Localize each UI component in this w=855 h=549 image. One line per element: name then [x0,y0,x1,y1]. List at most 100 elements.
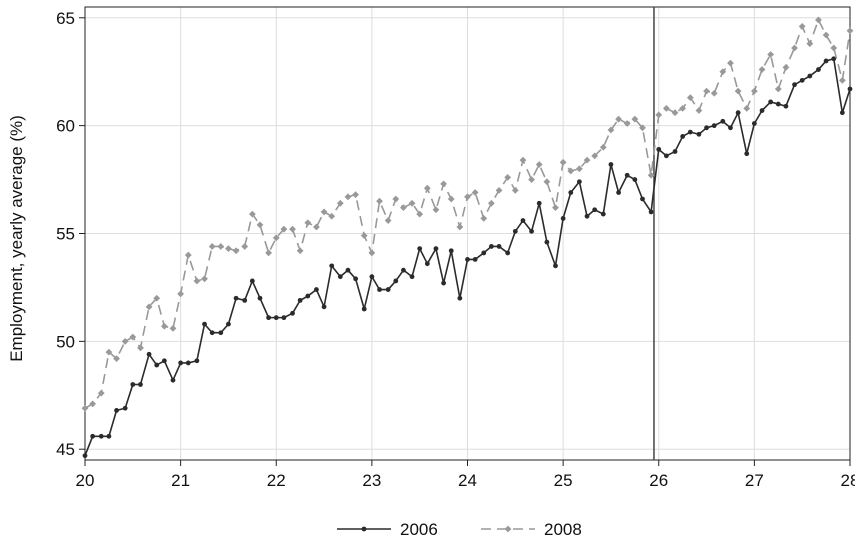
data-point [184,251,192,259]
data-point [846,27,854,35]
y-tick-label: 50 [56,332,75,351]
data-point [81,404,89,412]
data-point [226,321,231,327]
data-point [592,207,598,213]
data-point [225,245,232,252]
data-point [97,389,105,397]
data-point [838,76,846,84]
data-point [696,131,702,137]
data-point [703,87,710,95]
data-point [529,228,534,234]
data-point [489,244,494,249]
data-point [256,221,264,229]
data-point [806,40,814,48]
data-point [98,433,104,439]
data-point [656,146,662,152]
data-point [775,101,781,107]
data-point [488,199,495,207]
data-point [257,295,263,301]
data-point [361,306,367,312]
data-point [464,193,471,201]
data-point [664,153,669,159]
data-point [750,87,758,95]
data-point [160,322,168,330]
legend-marker [361,526,367,532]
x-tick-label: 22 [267,471,286,490]
data-point [352,191,360,199]
data-point [719,68,727,76]
data-point [138,382,143,387]
data-point [495,186,503,194]
data-point [169,325,177,332]
data-point [727,59,734,67]
data-point [289,225,296,233]
data-point [321,304,327,310]
data-point [728,125,733,131]
legend-label: 2008 [544,520,582,539]
data-point [121,337,129,345]
data-point [170,377,176,383]
data-point [233,295,239,301]
data-point [624,172,630,178]
x-tick-label: 21 [171,471,190,490]
data-point [249,278,255,284]
data-point [90,433,96,439]
data-point [720,118,726,124]
data-point [296,247,304,255]
data-point [393,278,399,284]
data-point [608,162,614,167]
data-point [816,67,821,72]
data-point [281,315,287,321]
data-point [615,115,622,123]
x-tick-label: 26 [649,471,668,490]
data-point [392,195,400,203]
y-axis-title: Employment, yearly average (%) [7,115,26,362]
data-point [807,73,813,79]
data-point [584,213,590,219]
data-point [376,197,383,205]
data-point [480,215,488,222]
data-point [504,174,512,181]
data-point [481,250,487,256]
data-point [839,110,845,116]
data-point [423,184,431,192]
data-point [686,94,694,101]
data-point [767,51,775,58]
data-point [536,200,542,206]
data-point [544,239,550,245]
legend-label: 2006 [400,520,438,539]
data-point [201,275,208,283]
data-point [305,293,311,299]
data-point [496,244,502,249]
data-point [241,243,249,250]
legend: 2006 2008 [337,520,582,539]
data-point [672,149,678,154]
data-point [161,358,167,364]
data-point [759,108,765,113]
data-point [471,189,479,196]
data-point [273,315,279,321]
data-point [447,195,455,203]
y-axis: 45 50 55 60 65 [56,9,85,459]
data-point [320,208,328,216]
data-point [648,209,654,215]
data-point [329,263,335,269]
data-point [632,177,638,182]
data-point [368,249,376,257]
data-point [400,204,407,212]
data-point [616,190,621,195]
data-point [345,267,351,273]
data-point [89,400,97,408]
data-point [336,199,344,207]
data-point [360,232,368,240]
data-point [830,44,838,52]
data-point [710,89,718,97]
data-point [82,453,88,459]
series-layer [81,16,854,459]
data-point [567,167,575,175]
data-point [743,104,751,112]
data-point [280,225,288,233]
data-point [671,109,679,117]
data-point [822,31,830,39]
data-point [129,333,137,341]
